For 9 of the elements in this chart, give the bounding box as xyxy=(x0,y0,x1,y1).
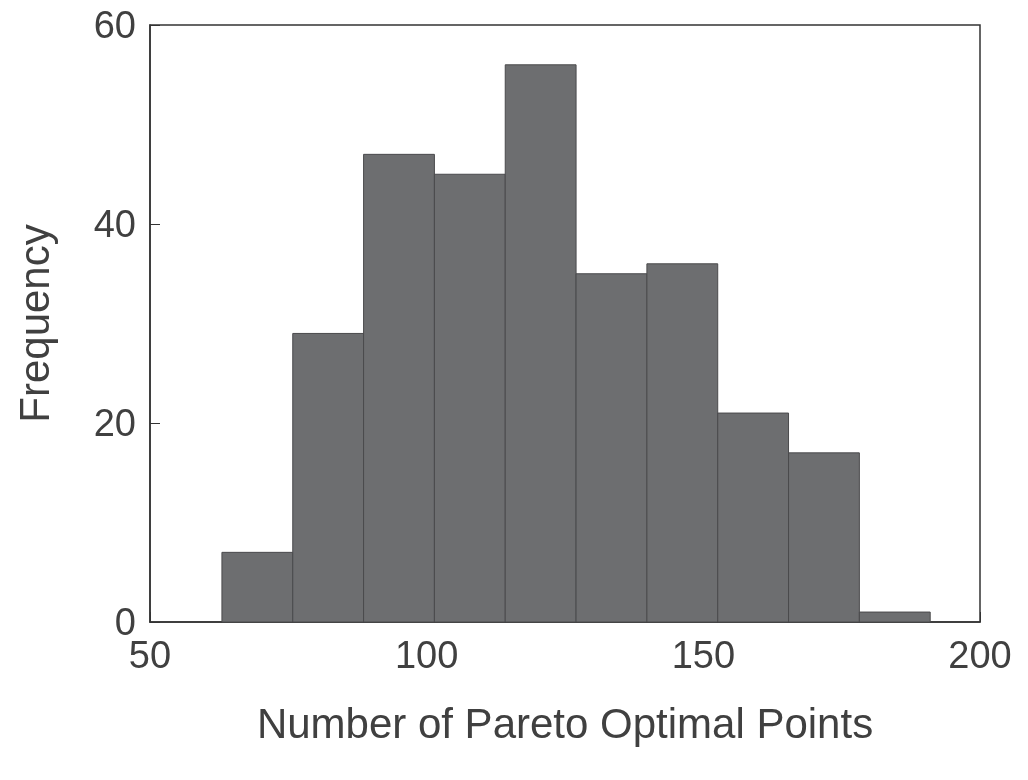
y-tick-label: 40 xyxy=(93,203,136,245)
x-tick-label: 150 xyxy=(671,634,736,676)
y-axis-title: Frequency xyxy=(10,224,58,423)
y-tick-label: 20 xyxy=(93,402,136,444)
y-tick-label: 60 xyxy=(93,4,136,46)
x-tick-label: 50 xyxy=(128,634,172,676)
x-axis-title: Number of Pareto Optimal Points xyxy=(256,699,874,747)
x-tick-label: 200 xyxy=(948,634,1012,676)
x-tick-label: 100 xyxy=(394,634,459,676)
